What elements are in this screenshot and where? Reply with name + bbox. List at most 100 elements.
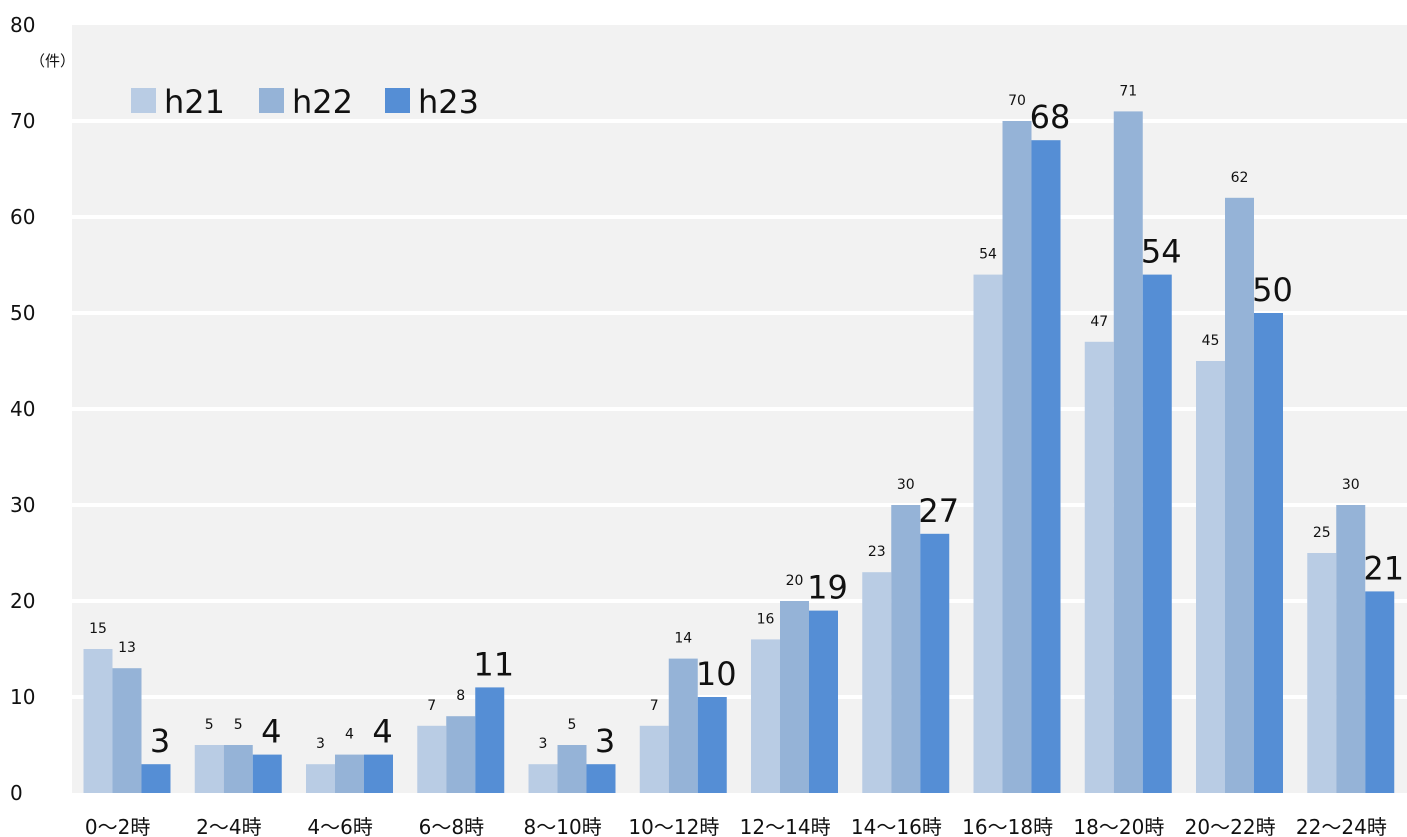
gridlines (72, 119, 1407, 699)
bar-h21 (751, 639, 780, 793)
bar-h21 (306, 764, 335, 793)
legend-label-h21: h21 (164, 83, 225, 121)
y-tick-label: 70 (10, 109, 35, 133)
bar-h22 (780, 601, 809, 793)
legend-label-h23: h23 (418, 83, 479, 121)
category-label: 2〜4時 (196, 815, 261, 837)
data-label-h21: 3 (539, 736, 548, 752)
data-label-h22: 14 (674, 631, 692, 647)
data-label-h21: 7 (650, 698, 659, 714)
bar-h21 (973, 274, 1003, 794)
y-tick-label: 40 (10, 397, 35, 421)
data-label-h23: 54 (1141, 233, 1182, 271)
data-label-h23: 21 (1363, 549, 1404, 587)
bar-h23 (809, 610, 838, 793)
y-tick-label: 20 (10, 589, 35, 613)
bar-h21 (194, 745, 224, 793)
bar-h23 (586, 764, 616, 793)
bar-h21 (1196, 361, 1225, 793)
category-label: 4〜6時 (307, 815, 372, 837)
y-tick-label: 30 (10, 493, 35, 517)
data-label-h23: 10 (696, 655, 737, 693)
y-tick-label: 10 (10, 685, 35, 709)
bar-h23 (697, 697, 727, 793)
data-label-h22: 5 (568, 717, 577, 733)
bar-h23 (1365, 591, 1395, 793)
category-label: 14〜16時 (851, 815, 942, 837)
data-label-h22: 30 (897, 477, 915, 493)
bar-h23 (364, 754, 393, 793)
bar-h22 (668, 658, 698, 793)
bar-h21 (1084, 341, 1114, 793)
bar-h22 (891, 505, 921, 793)
bar-h21 (83, 649, 113, 793)
data-label-h22: 20 (786, 573, 804, 589)
x-axis-category-labels: 0〜2時 2〜4時 4〜6時 6〜8時 8〜10時 10〜12時 12〜14時 14〜16時 1… (85, 815, 1387, 837)
category-label: 0〜2時 (85, 815, 150, 837)
y-tick-label: 80 (10, 13, 35, 37)
data-label-h21: 54 (979, 247, 997, 263)
category-label: 18〜20時 (1073, 815, 1164, 837)
bar-h23 (920, 533, 950, 793)
bar-h22 (223, 745, 253, 793)
bar-h21 (417, 725, 447, 793)
bar-h22 (557, 745, 587, 793)
legend-swatch-h23 (385, 88, 410, 113)
data-label-h23: 19 (807, 569, 848, 607)
data-label-h21: 23 (868, 544, 886, 560)
bar-h23 (1254, 313, 1283, 793)
data-label-h21: 7 (427, 698, 436, 714)
bar-h23 (1142, 274, 1172, 794)
data-label-h21: 47 (1090, 314, 1108, 330)
data-label-h22: 71 (1119, 83, 1137, 99)
legend-swatch-h22 (259, 88, 284, 113)
category-label: 10〜12時 (628, 815, 719, 837)
data-label-h21: 16 (757, 611, 775, 627)
y-tick-label: 50 (10, 301, 35, 325)
y-axis-unit-label: （件） (30, 52, 75, 70)
data-label-h21: 3 (316, 736, 325, 752)
bar-h22 (446, 716, 476, 793)
data-label-h23: 11 (473, 645, 514, 683)
y-axis-ticks: 0 10 20 30 40 50 60 70 80 (10, 13, 35, 805)
bar-h22 (335, 754, 364, 793)
bar-h22 (1336, 505, 1366, 793)
data-label-h23: 4 (372, 713, 392, 751)
bar-h21 (1307, 553, 1337, 793)
data-label-h22: 4 (345, 727, 354, 743)
legend: h21 h22 h23 (131, 83, 479, 121)
data-label-h22: 5 (234, 717, 243, 733)
bar-h23 (252, 754, 282, 793)
legend-label-h22: h22 (292, 83, 353, 121)
category-label: 12〜14時 (740, 815, 831, 837)
data-label-h23: 68 (1030, 98, 1071, 136)
data-label-h23: 3 (595, 722, 615, 760)
category-label: 16〜18時 (962, 815, 1053, 837)
data-label-h22: 8 (456, 688, 465, 704)
category-label: 22〜24時 (1296, 815, 1387, 837)
data-label-h21: 25 (1313, 525, 1331, 541)
data-label-h21: 45 (1202, 333, 1220, 349)
category-label: 6〜8時 (419, 815, 484, 837)
bar-h22 (1225, 197, 1254, 794)
data-label-h23: 4 (261, 713, 281, 751)
data-label-h22: 70 (1008, 93, 1026, 109)
data-label-h23: 3 (150, 722, 170, 760)
bar-h23 (1031, 140, 1061, 793)
category-label: 8〜10時 (524, 815, 602, 837)
category-label: 20〜22時 (1185, 815, 1276, 837)
y-tick-label: 60 (10, 205, 35, 229)
data-label-h22: 13 (118, 640, 136, 656)
data-label-h23: 50 (1252, 271, 1293, 309)
bar-h23 (141, 764, 171, 793)
bar-h21 (639, 725, 669, 793)
data-label-h22: 62 (1231, 170, 1249, 186)
y-tick-label: 0 (10, 781, 23, 805)
data-label-h21: 15 (89, 621, 107, 637)
bars (83, 111, 1395, 794)
bar-h21 (862, 572, 892, 793)
bar-h22 (112, 668, 142, 793)
data-label-h21: 5 (205, 717, 214, 733)
data-label-h23: 27 (918, 492, 959, 530)
